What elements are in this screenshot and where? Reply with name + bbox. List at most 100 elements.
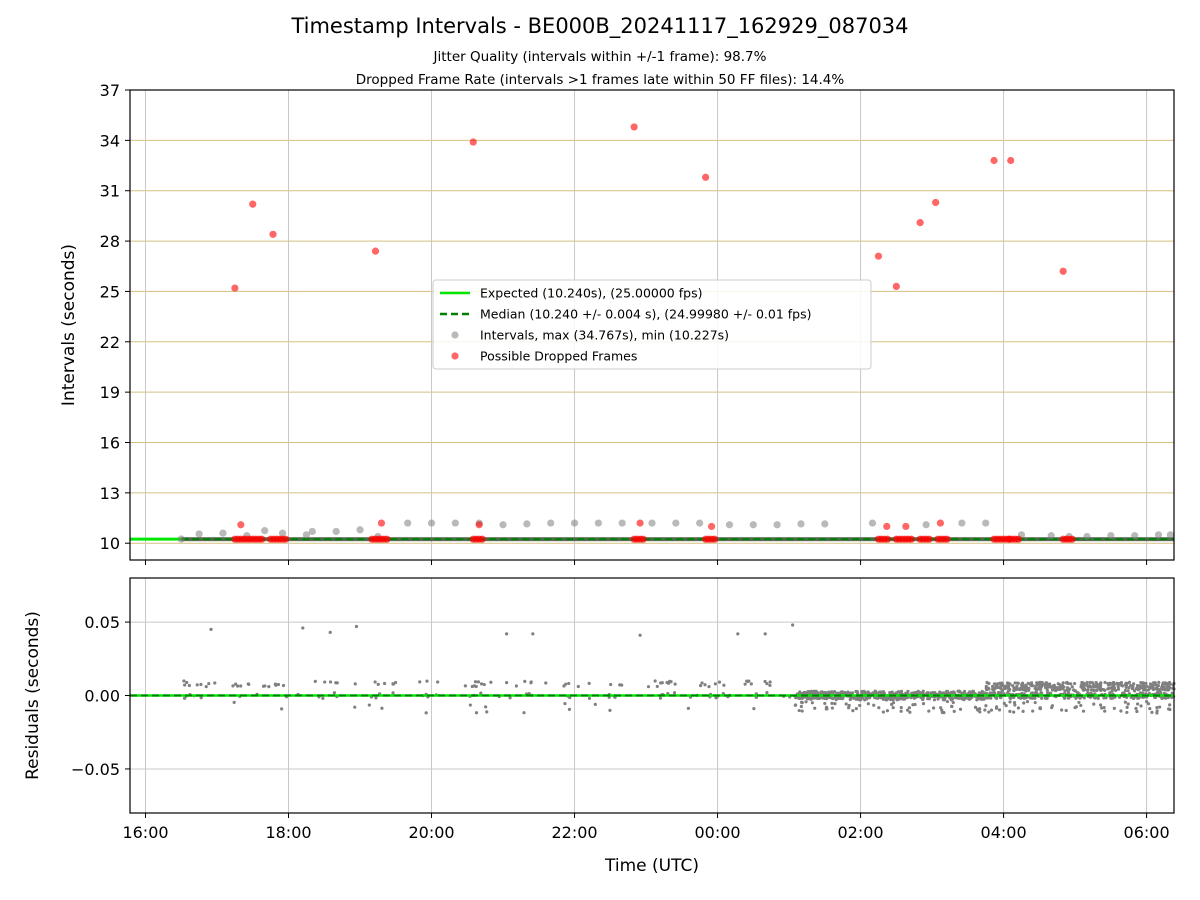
residual-point	[829, 696, 833, 700]
residual-point	[1062, 696, 1067, 700]
residual-point	[374, 696, 378, 700]
residual-point	[868, 696, 872, 700]
interval-point	[922, 521, 930, 529]
residual-point	[1013, 681, 1017, 685]
residual-point	[1115, 681, 1119, 686]
residual-point	[1104, 696, 1108, 700]
residual-point	[1004, 703, 1008, 708]
residual-point	[1022, 701, 1026, 705]
residual-point	[848, 691, 852, 695]
residual-point	[673, 682, 677, 686]
residual-point	[185, 680, 189, 685]
residual-point	[879, 690, 883, 694]
jitter-quality-subtitle: Jitter Quality (intervals within +/-1 fr…	[433, 49, 767, 65]
residual-point	[713, 682, 717, 686]
interval-point	[570, 519, 579, 527]
residual-point	[958, 689, 962, 694]
residual-point	[1123, 689, 1127, 693]
residual-point	[888, 691, 893, 695]
dropped-frame-point	[1007, 156, 1015, 165]
residual-point	[1045, 688, 1049, 692]
residual-point	[930, 691, 935, 695]
dropped-frame-point	[932, 198, 940, 207]
residual-point	[722, 683, 726, 687]
residual-point	[971, 689, 976, 693]
residual-point	[768, 683, 772, 687]
residual-point	[874, 690, 878, 694]
dropped-frame-point	[990, 156, 998, 165]
interval-point	[499, 521, 507, 529]
residual-point	[1080, 680, 1084, 685]
interval-point	[1154, 531, 1163, 539]
residual-point	[823, 701, 827, 706]
residual-point	[983, 708, 987, 712]
residual-point	[1141, 687, 1146, 691]
residual-point	[1041, 683, 1046, 687]
y-tick-label: 10	[100, 534, 120, 553]
residual-point	[653, 679, 657, 683]
residual-point	[276, 682, 281, 687]
residual-point	[1070, 685, 1074, 689]
interval-point	[982, 519, 990, 527]
residual-point	[1026, 681, 1030, 685]
residual-point	[231, 684, 235, 688]
residual-point	[476, 680, 481, 684]
residual-point	[1002, 701, 1006, 705]
residual-point	[234, 682, 238, 686]
residual-point	[1069, 682, 1073, 686]
residual-point	[1099, 703, 1103, 707]
residual-point	[1119, 709, 1123, 713]
chart-title: Timestamp Intervals - BE000B_20241117_16…	[291, 14, 909, 38]
interval-point	[618, 519, 626, 527]
legend-entry-label: Possible Dropped Frames	[480, 349, 637, 364]
dropped-frame-point	[916, 219, 924, 227]
residual-point	[824, 697, 829, 701]
residual-point	[953, 695, 958, 700]
y-axis-label: Residuals (seconds)	[23, 611, 43, 780]
residual-point	[1124, 685, 1128, 690]
y-tick-label: 16	[100, 434, 120, 453]
residual-point	[391, 682, 395, 686]
residual-point	[800, 701, 804, 705]
residual-point	[800, 709, 804, 713]
interval-point	[332, 527, 340, 536]
residual-point	[1112, 682, 1116, 686]
residual-point	[1016, 706, 1021, 710]
residual-point	[391, 691, 395, 695]
interval-point	[1107, 532, 1115, 540]
residual-point	[489, 680, 493, 684]
y-tick-label: 25	[100, 282, 120, 301]
residual-point	[1158, 705, 1162, 709]
residual-point	[281, 683, 286, 688]
dropped-frame-point	[371, 247, 380, 255]
residual-point	[797, 708, 801, 713]
legend-dropped-swatch	[451, 352, 459, 360]
residual-point	[1150, 710, 1154, 714]
residual-point	[765, 691, 769, 695]
residual-point	[1043, 685, 1048, 690]
residual-point	[1024, 689, 1028, 693]
y-tick-label: 28	[100, 232, 120, 251]
dropped-frame-point	[892, 282, 900, 290]
residual-point	[1076, 691, 1080, 695]
residual-point	[332, 691, 337, 695]
residual-point	[1157, 691, 1161, 695]
interval-point	[195, 530, 203, 538]
residual-point	[1030, 684, 1034, 688]
residual-point	[975, 707, 979, 711]
residual-point	[328, 680, 333, 684]
residual-point	[962, 689, 967, 694]
residual-point	[919, 691, 923, 695]
interval-point	[523, 520, 531, 528]
residual-point	[529, 680, 533, 684]
residual-point	[949, 698, 954, 702]
dropped-frame-baseline-point	[711, 535, 719, 543]
residual-point	[1021, 683, 1025, 688]
residual-point	[508, 696, 512, 700]
residual-point	[1116, 687, 1121, 691]
residual-point	[854, 707, 858, 711]
residual-point	[1090, 681, 1095, 685]
residual-outlier-point	[531, 632, 535, 636]
residual-point	[1038, 684, 1042, 688]
residual-outlier-point	[736, 632, 740, 636]
